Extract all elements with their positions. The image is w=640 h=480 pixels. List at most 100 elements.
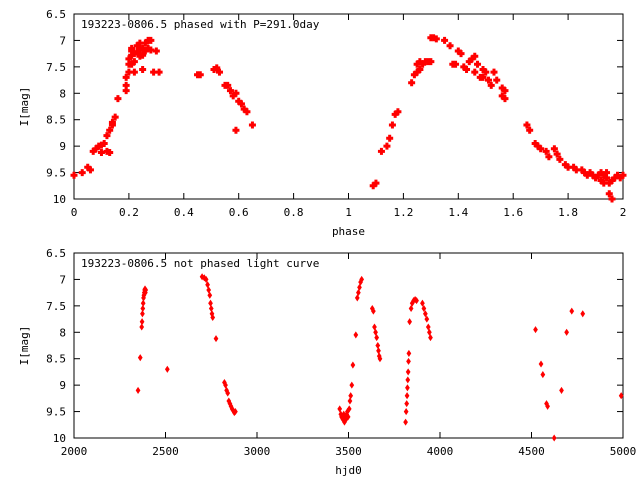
data-point bbox=[405, 376, 411, 384]
data-point bbox=[501, 95, 509, 103]
data-point bbox=[357, 283, 362, 291]
data-point bbox=[137, 354, 143, 362]
data-point bbox=[533, 326, 538, 334]
chart-title: 193223-0806.5 not phased light curve bbox=[81, 257, 319, 270]
data-point bbox=[559, 386, 564, 394]
data-point bbox=[224, 81, 232, 89]
y-tick-label: 8.5 bbox=[46, 353, 66, 366]
data-point bbox=[140, 304, 146, 313]
data-point bbox=[556, 155, 564, 163]
x-tick-label: 0.2 bbox=[119, 206, 139, 219]
data-point bbox=[479, 73, 487, 81]
data-point bbox=[139, 318, 145, 326]
data-point bbox=[86, 166, 94, 174]
data-point bbox=[130, 58, 138, 66]
data-point bbox=[471, 68, 479, 76]
data-point bbox=[618, 392, 624, 400]
data-point bbox=[243, 108, 251, 116]
data-point bbox=[232, 126, 240, 134]
data-point bbox=[493, 76, 501, 84]
data-point bbox=[213, 335, 219, 343]
data-point bbox=[215, 68, 223, 76]
y-tick-label: 7.5 bbox=[46, 300, 66, 313]
x-tick-label: 0.8 bbox=[284, 206, 304, 219]
data-point bbox=[542, 147, 550, 155]
data-point bbox=[122, 87, 130, 95]
data-point bbox=[408, 304, 414, 313]
data-point bbox=[139, 51, 147, 59]
data-point bbox=[427, 58, 435, 66]
data-point bbox=[350, 361, 356, 369]
data-point bbox=[421, 304, 427, 313]
y-tick-label: 8 bbox=[59, 87, 66, 100]
data-point bbox=[139, 323, 145, 331]
data-point bbox=[135, 386, 141, 394]
data-point bbox=[405, 368, 411, 376]
y-tick-label: 9 bbox=[59, 140, 66, 153]
data-point bbox=[420, 299, 425, 307]
x-tick-label: 0.6 bbox=[229, 206, 249, 219]
x-tick-label: 5000 bbox=[610, 445, 637, 458]
data-point bbox=[490, 68, 498, 76]
data-point bbox=[422, 310, 428, 318]
data-point bbox=[474, 60, 482, 68]
data-point bbox=[471, 52, 479, 60]
data-point bbox=[70, 171, 78, 179]
data-point bbox=[538, 360, 544, 368]
data-point bbox=[487, 81, 495, 89]
data-point bbox=[213, 64, 221, 72]
data-point bbox=[564, 328, 569, 336]
data-point bbox=[569, 307, 575, 315]
data-point bbox=[223, 381, 228, 389]
data-point bbox=[540, 371, 546, 379]
data-point bbox=[374, 334, 380, 342]
data-point bbox=[457, 50, 465, 58]
data-point bbox=[424, 315, 430, 323]
data-point bbox=[225, 389, 231, 397]
data-point bbox=[337, 405, 343, 413]
data-point bbox=[347, 397, 353, 405]
data-point bbox=[140, 299, 146, 307]
data-point bbox=[605, 190, 613, 198]
data-point bbox=[408, 79, 416, 87]
data-point bbox=[106, 126, 114, 134]
data-point bbox=[346, 405, 352, 413]
data-point bbox=[353, 331, 359, 339]
data-point bbox=[441, 36, 449, 44]
data-point bbox=[210, 313, 216, 322]
data-point bbox=[425, 323, 431, 331]
data-point bbox=[404, 400, 410, 408]
data-point bbox=[155, 68, 163, 76]
data-point bbox=[139, 66, 147, 73]
data-point bbox=[226, 87, 234, 95]
data-point bbox=[403, 408, 409, 416]
data-point bbox=[233, 408, 238, 416]
data-point bbox=[406, 349, 412, 357]
data-point bbox=[523, 121, 531, 129]
data-point bbox=[526, 126, 534, 134]
data-point bbox=[143, 286, 149, 294]
data-point bbox=[114, 95, 122, 103]
x-tick-label: 1.4 bbox=[448, 206, 468, 219]
chart-title: 193223-0806.5 phased with P=291.0day bbox=[81, 18, 320, 31]
x-tick-label: 4500 bbox=[518, 445, 545, 458]
data-point bbox=[122, 73, 130, 81]
data-point bbox=[130, 68, 138, 76]
phased-light-curve-panel: 0 0.2 0.4 0.6 0.8 1 1.2 1.4 1.6 1.8 2 6.5 7 7.5 8 8.5 9 9… bbox=[18, 8, 627, 238]
y-tick-label: 7 bbox=[59, 34, 66, 47]
data-point bbox=[232, 89, 240, 97]
y-tick-label: 6.5 bbox=[46, 8, 66, 21]
data-point bbox=[414, 297, 419, 305]
x-tick-label: 2500 bbox=[152, 445, 179, 458]
data-point bbox=[203, 275, 209, 283]
data-point bbox=[432, 35, 440, 43]
data-point bbox=[108, 118, 116, 126]
data-point bbox=[553, 150, 561, 158]
data-point bbox=[603, 169, 611, 177]
data-point bbox=[348, 392, 354, 400]
data-point bbox=[207, 291, 213, 299]
data-point bbox=[106, 148, 114, 156]
data-point bbox=[406, 357, 411, 365]
data-point bbox=[427, 328, 432, 336]
data-point bbox=[545, 402, 550, 410]
